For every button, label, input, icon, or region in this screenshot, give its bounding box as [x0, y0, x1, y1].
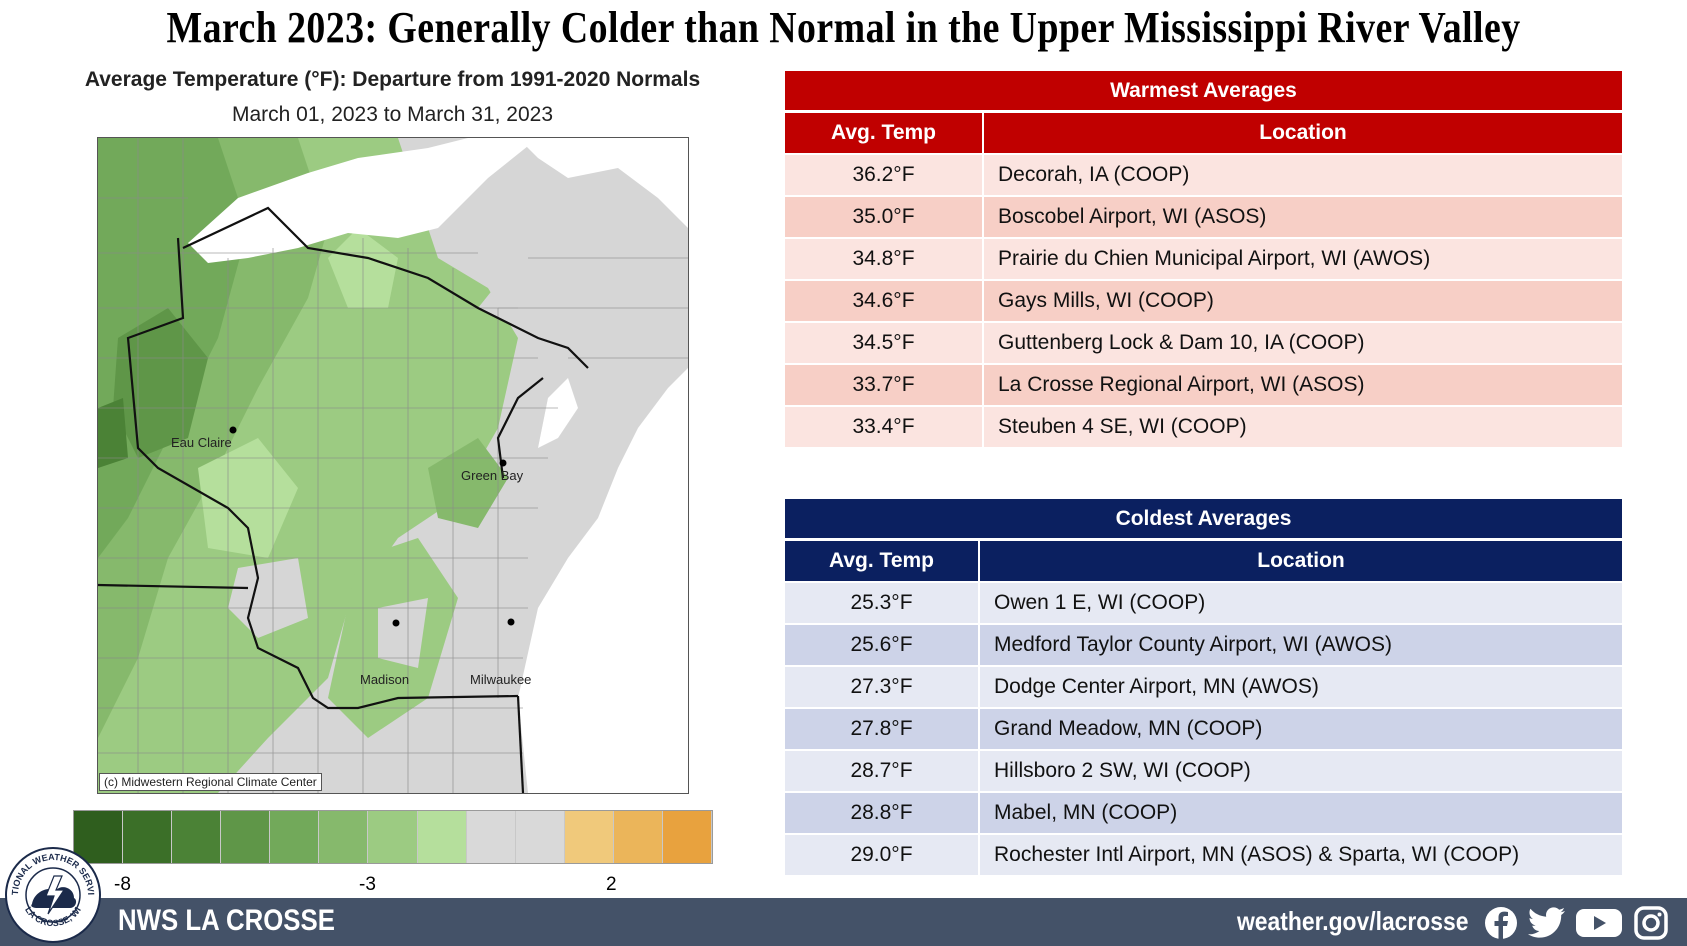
city-label-madison: Madison	[360, 672, 410, 687]
color-legend	[73, 810, 713, 864]
location-cell: Gays Mills, WI (COOP)	[982, 281, 1622, 321]
location-cell: Prairie du Chien Municipal Airport, WI (…	[982, 239, 1622, 279]
legend-swatch	[270, 811, 320, 863]
warmest-table: Warmest Averages Avg. Temp Location 36.2…	[785, 71, 1622, 447]
avg-temp-cell: 34.6°F	[852, 289, 915, 312]
avg-temp-cell: 28.8°F	[850, 801, 913, 824]
warmest-col-temp: Avg. Temp	[830, 121, 936, 144]
location-cell: Grand Meadow, MN (COOP)	[978, 709, 1622, 749]
table-row: 28.8°F Mabel, MN (COOP)	[785, 791, 1622, 833]
coldest-col-location: Location	[978, 541, 1622, 581]
location-cell: Rochester Intl Airport, MN (ASOS) & Spar…	[978, 835, 1622, 875]
legend-swatch	[564, 811, 614, 863]
avg-temp-cell: 33.4°F	[852, 415, 915, 438]
avg-temp-cell: 25.6°F	[850, 633, 913, 656]
avg-temp-cell: 35.0°F	[852, 205, 915, 228]
legend-swatch	[613, 811, 663, 863]
coldest-col-temp: Avg. Temp	[828, 549, 934, 572]
legend-tick-max: 2	[606, 874, 617, 895]
location-cell: Owen 1 E, WI (COOP)	[978, 583, 1622, 623]
location-cell: Decorah, IA (COOP)	[982, 155, 1622, 195]
location-cell: Guttenberg Lock & Dam 10, IA (COOP)	[982, 323, 1622, 363]
location-cell: Hillsboro 2 SW, WI (COOP)	[978, 751, 1622, 791]
city-label-eau-claire: Eau Claire	[171, 435, 232, 450]
coldest-table-header: Avg. Temp Location	[785, 541, 1622, 581]
avg-temp-cell: 34.8°F	[852, 247, 915, 270]
page-title: March 2023: Generally Colder than Normal…	[166, 3, 1521, 52]
table-row: 34.8°F Prairie du Chien Municipal Airport…	[785, 237, 1622, 279]
table-row: 27.8°F Grand Meadow, MN (COOP)	[785, 707, 1622, 749]
table-row: 29.0°F Rochester Intl Airport, MN (ASOS) …	[785, 833, 1622, 875]
map-subtitle: March 01, 2023 to March 31, 2023	[231, 103, 554, 126]
city-label-milwaukee: Milwaukee	[470, 672, 532, 687]
legend-tick-min: -8	[114, 874, 131, 895]
warmest-table-title: Warmest Averages	[785, 71, 1622, 110]
youtube-icon[interactable]	[1575, 906, 1623, 940]
office-name: NWS LA CROSSE	[118, 904, 335, 937]
city-label-green-bay: Green Bay	[461, 468, 524, 483]
instagram-icon[interactable]	[1634, 906, 1668, 940]
facebook-icon[interactable]	[1484, 906, 1518, 940]
avg-temp-cell: 34.5°F	[852, 331, 915, 354]
table-row: 28.7°F Hillsboro 2 SW, WI (COOP)	[785, 749, 1622, 791]
legend-swatch	[368, 811, 418, 863]
legend-swatch	[515, 811, 565, 863]
warmest-table-header: Avg. Temp Location	[785, 113, 1622, 153]
table-row: 33.7°F La Crosse Regional Airport, WI (AS…	[785, 363, 1622, 405]
legend-swatch	[172, 811, 222, 863]
website-link[interactable]: weather.gov/lacrosse	[1237, 906, 1469, 936]
coldest-table-title: Coldest Averages	[785, 499, 1622, 538]
map-title: Average Temperature (°F): Departure from…	[84, 68, 701, 91]
nws-logo: NATIONAL WEATHER SERVICE LA CROSSE, WI	[4, 846, 101, 943]
location-cell: Dodge Center Airport, MN (AWOS)	[978, 667, 1622, 707]
table-row: 34.6°F Gays Mills, WI (COOP)	[785, 279, 1622, 321]
avg-temp-cell: 29.0°F	[850, 843, 913, 866]
avg-temp-cell: 28.7°F	[850, 759, 913, 782]
table-row: 25.3°F Owen 1 E, WI (COOP)	[785, 581, 1622, 623]
avg-temp-cell: 33.7°F	[852, 373, 915, 396]
avg-temp-cell: 27.3°F	[850, 675, 913, 698]
warmest-col-location: Location	[982, 113, 1622, 153]
legend-swatch	[417, 811, 467, 863]
table-row: 36.2°F Decorah, IA (COOP)	[785, 153, 1622, 195]
table-row: 27.3°F Dodge Center Airport, MN (AWOS)	[785, 665, 1622, 707]
location-cell: La Crosse Regional Airport, WI (ASOS)	[982, 365, 1622, 405]
location-cell: Boscobel Airport, WI (ASOS)	[982, 197, 1622, 237]
location-cell: Medford Taylor County Airport, WI (AWOS)	[978, 625, 1622, 665]
avg-temp-cell: 27.8°F	[850, 717, 913, 740]
avg-temp-cell: 36.2°F	[852, 163, 915, 186]
legend-swatch	[466, 811, 516, 863]
location-cell: Mabel, MN (COOP)	[978, 793, 1622, 833]
map-copyright: (c) Midwestern Regional Climate Center	[99, 773, 322, 791]
legend-swatch	[74, 811, 124, 863]
warmest-table-body: 36.2°F Decorah, IA (COOP) 35.0°F Boscobel A…	[785, 153, 1622, 447]
temperature-departure-map: Eau Claire Green Bay Madison Milwaukee (…	[97, 137, 689, 794]
footer-bar: NWS LA CROSSE weather.gov/lacrosse	[0, 898, 1687, 946]
location-cell: Steuben 4 SE, WI (COOP)	[982, 407, 1622, 447]
coldest-table: Coldest Averages Avg. Temp Location 25.3…	[785, 499, 1622, 875]
twitter-icon[interactable]	[1527, 906, 1567, 940]
legend-swatch	[123, 811, 173, 863]
table-row: 34.5°F Guttenberg Lock & Dam 10, IA (COOP…	[785, 321, 1622, 363]
table-row: 33.4°F Steuben 4 SE, WI (COOP)	[785, 405, 1622, 447]
table-row: 25.6°F Medford Taylor County Airport, WI …	[785, 623, 1622, 665]
legend-tick-mid: -3	[359, 874, 376, 895]
legend-swatch	[662, 811, 713, 863]
map-graphic	[98, 138, 688, 793]
table-row: 35.0°F Boscobel Airport, WI (ASOS)	[785, 195, 1622, 237]
coldest-table-body: 25.3°F Owen 1 E, WI (COOP) 25.6°F Medford T…	[785, 581, 1622, 875]
avg-temp-cell: 25.3°F	[850, 591, 913, 614]
legend-swatch	[221, 811, 271, 863]
legend-swatch	[319, 811, 369, 863]
